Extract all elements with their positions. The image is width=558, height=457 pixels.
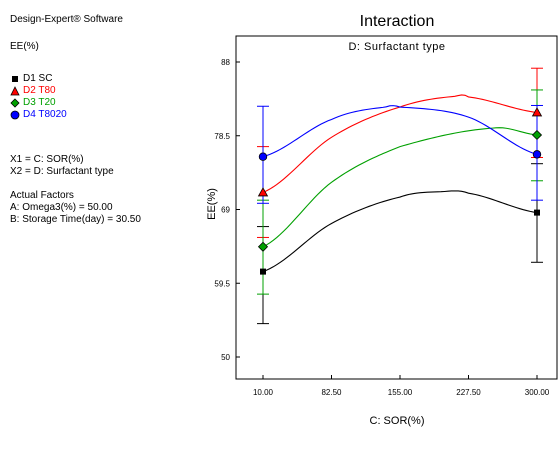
y-tick-label: 69: [221, 206, 230, 215]
curve-d3-t20: [262, 127, 538, 248]
actual-factor-b: B: Storage Time(day) = 30.50: [10, 214, 141, 225]
diamond-marker-icon: [10, 98, 20, 108]
x-tick-label: 227.50: [456, 388, 481, 397]
legend-item-d3: D3 T20: [10, 97, 67, 109]
actual-factors-heading: Actual Factors: [10, 190, 74, 201]
x-axis: 10.00 82.50 155.00 227.50 300.00: [253, 375, 550, 397]
x-tick-label: 10.00: [253, 388, 274, 397]
x-tick-label: 155.00: [388, 388, 413, 397]
x1-definition-text: X1 = C: SOR(%): [10, 154, 84, 165]
y-tick-label: 50: [221, 353, 230, 362]
legend-label-d1: D1 SC: [23, 73, 53, 84]
y-axis-label: EE(%): [206, 188, 218, 220]
legend-label-d3: D3 T20: [23, 97, 56, 108]
triangle-marker-icon: [10, 86, 20, 96]
x-tick-label: 300.00: [525, 388, 550, 397]
software-name: Design-Expert® Software: [10, 14, 123, 25]
info-panel: Design-Expert® Software EE(%): [10, 14, 123, 53]
marker-d3-t20: [531, 129, 543, 141]
circle-marker-icon: [10, 110, 20, 120]
x-tick-label: 82.50: [321, 388, 342, 397]
legend-item-d4: D4 T8020: [10, 109, 67, 121]
curves: [262, 94, 538, 273]
marker-d4-t8020: [258, 152, 268, 161]
legend-label-d4: D4 T8020: [23, 109, 67, 120]
legend-label-d2: D2 T80: [23, 85, 56, 96]
response-name: EE(%): [10, 41, 39, 52]
legend-item-d2: D2 T80: [10, 85, 67, 97]
square-marker-icon: [12, 76, 18, 82]
markers: [257, 107, 543, 275]
marker-d1-sc: [260, 268, 266, 275]
x-axis-label: C: SOR(%): [370, 415, 425, 427]
legend-item-d1: D1 SC: [10, 73, 67, 85]
x2-definition-text: X2 = D: Surfactant type: [10, 166, 114, 177]
factor-definitions: X2 = D: Surfactant type X1 = C: SOR(%) X…: [10, 154, 141, 226]
marker-d3-t20: [257, 241, 269, 252]
y-axis: 50 59.5 69 78.5 88: [214, 58, 240, 362]
curve-d4-t8020: [262, 105, 538, 158]
y-tick-label: 78.5: [214, 132, 230, 141]
curve-d2-t80: [262, 94, 538, 193]
marker-d2-t80: [531, 107, 543, 117]
y-tick-label: 88: [221, 58, 230, 67]
chart-title: Interaction: [360, 13, 435, 30]
y-tick-label: 59.5: [214, 279, 230, 288]
marker-d2-t80: [257, 187, 269, 197]
legend: D1 SC D2 T80 D3 T20 D4 T8020: [10, 73, 67, 121]
plot-frame: [235, 35, 558, 380]
chart-subtitle: D: Surfactant type: [348, 41, 445, 53]
marker-d4-t8020: [532, 150, 542, 159]
actual-factor-a: A: Omega3(%) = 50.00: [10, 202, 113, 213]
marker-d1-sc: [534, 209, 540, 216]
curve-d1-sc: [262, 190, 538, 273]
